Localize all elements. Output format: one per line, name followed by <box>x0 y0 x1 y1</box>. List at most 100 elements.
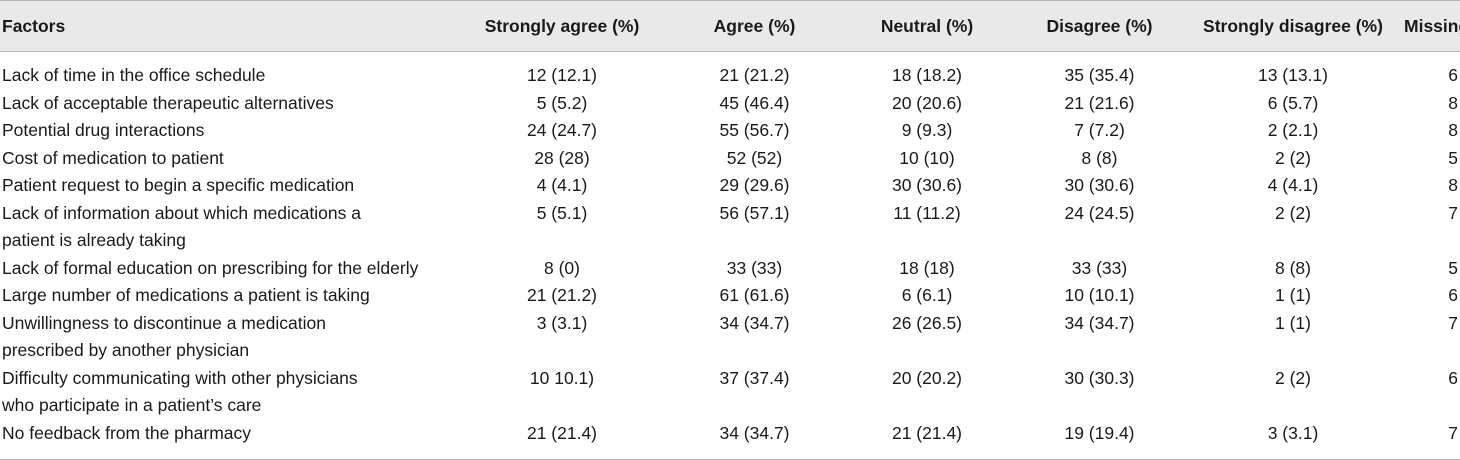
agree-cell: 29 (29.6) <box>719 175 790 195</box>
table-row: Unwillingness to discontinue a medicatio… <box>0 310 1460 365</box>
neutral-cell: 21 (21.4) <box>837 419 1017 460</box>
missing-cell: 7 <box>1448 312 1458 333</box>
neutral-cell: 6 (6.1) <box>901 285 953 305</box>
disagree-cell: 24 (24.5) <box>1064 202 1135 223</box>
table-body: Lack of time in the office schedule 12 (… <box>0 52 1460 460</box>
table-row: Lack of time in the office schedule 12 (… <box>0 52 1460 90</box>
table-row: Difficulty communicating with other phys… <box>0 365 1460 420</box>
disagree-cell: 30 (30.3) <box>1064 367 1135 388</box>
factor-line: prescribed by another physician <box>2 340 250 360</box>
table-row: Potential drug interactions 24 (24.7) 55… <box>0 117 1460 145</box>
agree-cell: 34 (34.7) <box>672 419 837 460</box>
disagree-cell: 8 (8) <box>1081 147 1118 168</box>
strongly-disagree-cell: 2 (2) <box>1275 147 1311 168</box>
factor-cell: Unwillingness to discontinue a medicatio… <box>0 310 452 365</box>
strongly-agree-cell: 5 (5.2) <box>536 92 588 113</box>
table-row: Cost of medication to patient 28 (28) 52… <box>0 145 1460 173</box>
neutral-cell: 18 (18) <box>899 257 955 278</box>
factor-cell: Lack of acceptable therapeutic alternati… <box>2 92 334 113</box>
strongly-disagree-cell: 3 (3.1) <box>1182 419 1404 460</box>
disagree-cell: 35 (35.4) <box>1064 65 1135 85</box>
missing-cell: 5 <box>1448 257 1458 278</box>
missing-cell: 6 <box>1448 285 1458 305</box>
factor-cell: Lack of information about which medicati… <box>0 200 452 255</box>
factor-cell: Cost of medication to patient <box>2 147 224 168</box>
header-missing: Missing <box>1404 0 1460 52</box>
factor-cell: Large number of medications a patient is… <box>2 285 370 305</box>
neutral-cell: 18 (18.2) <box>891 65 963 85</box>
factor-cell: Lack of formal education on prescribing … <box>2 257 419 278</box>
strongly-agree-cell: 24 (24.7) <box>526 120 598 140</box>
strongly-disagree-cell: 2 (2) <box>1275 202 1311 223</box>
factor-cell: No feedback from the pharmacy <box>0 419 452 460</box>
strongly-disagree-cell: 1 (1) <box>1275 312 1311 333</box>
table-row: Lack of formal education on prescribing … <box>0 255 1460 283</box>
strongly-disagree-cell: 2 (2) <box>1275 367 1311 388</box>
header-row: Factors Strongly agree (%) Agree (%) Neu… <box>0 0 1460 52</box>
strongly-agree-cell: 21 (21.4) <box>452 419 672 460</box>
missing-cell: 7 <box>1404 419 1460 460</box>
strongly-disagree-cell: 4 (4.1) <box>1267 175 1319 195</box>
neutral-cell: 20 (20.2) <box>891 367 963 388</box>
disagree-cell: 19 (19.4) <box>1017 419 1182 460</box>
strongly-agree-cell: 4 (4.1) <box>536 175 588 195</box>
neutral-cell: 20 (20.6) <box>891 92 963 113</box>
strongly-disagree-cell: 13 (13.1) <box>1257 65 1329 85</box>
missing-cell: 8 <box>1448 175 1458 195</box>
agree-cell: 21 (21.2) <box>719 65 790 85</box>
factor-cell: Difficulty communicating with other phys… <box>0 365 452 420</box>
strongly-agree-cell: 3 (3.1) <box>536 312 588 333</box>
disagree-cell: 7 (7.2) <box>1074 120 1125 140</box>
table-row: Patient request to begin a specific medi… <box>0 172 1460 200</box>
factor-line: Lack of information about which medicati… <box>2 202 361 223</box>
neutral-cell: 26 (26.5) <box>891 312 963 333</box>
strongly-agree-cell: 8 (0) <box>544 257 580 278</box>
table-row: Lack of information about which medicati… <box>0 200 1460 255</box>
table-row: Large number of medications a patient is… <box>0 282 1460 310</box>
strongly-disagree-cell: 2 (2.1) <box>1267 120 1319 140</box>
disagree-cell: 34 (34.7) <box>1064 312 1135 333</box>
neutral-cell: 9 (9.3) <box>901 120 953 140</box>
table-row: No feedback from the pharmacy 21 (21.4) … <box>0 419 1460 460</box>
header-strongly-disagree: Strongly disagree (%) <box>1182 0 1404 52</box>
disagree-cell: 30 (30.6) <box>1064 175 1135 195</box>
header-strongly-agree: Strongly agree (%) <box>452 0 672 52</box>
strongly-disagree-cell: 8 (8) <box>1275 257 1311 278</box>
agree-cell: 45 (46.4) <box>719 92 790 113</box>
neutral-cell: 30 (30.6) <box>891 175 963 195</box>
disagree-cell: 21 (21.6) <box>1064 92 1135 113</box>
missing-cell: 5 <box>1448 147 1458 168</box>
factor-cell: Potential drug interactions <box>2 120 205 140</box>
agree-cell: 56 (57.1) <box>719 202 790 223</box>
header-neutral: Neutral (%) <box>837 0 1017 52</box>
missing-cell: 6 <box>1448 367 1458 388</box>
factor-line: patient is already taking <box>2 230 186 250</box>
missing-cell: 7 <box>1448 202 1458 223</box>
agree-cell: 34 (34.7) <box>719 312 790 333</box>
strongly-disagree-cell: 1 (1) <box>1275 285 1311 305</box>
disagree-cell: 10 (10.1) <box>1064 285 1135 305</box>
agree-cell: 52 (52) <box>726 147 783 168</box>
strongly-agree-cell: 5 (5.1) <box>536 202 588 223</box>
missing-cell: 8 <box>1448 120 1458 140</box>
missing-cell: 6 <box>1448 65 1458 85</box>
agree-cell: 33 (33) <box>726 257 783 278</box>
agree-cell: 55 (56.7) <box>719 120 790 140</box>
strongly-agree-cell: 12 (12.1) <box>526 65 598 85</box>
disagree-cell: 33 (33) <box>1071 257 1128 278</box>
agree-cell: 37 (37.4) <box>719 367 790 388</box>
table-row: Lack of acceptable therapeutic alternati… <box>0 90 1460 118</box>
strongly-disagree-cell: 6 (5.7) <box>1267 92 1319 113</box>
header-disagree: Disagree (%) <box>1017 0 1182 52</box>
factor-line: Difficulty communicating with other phys… <box>2 367 358 388</box>
strongly-agree-cell: 28 (28) <box>534 147 590 168</box>
missing-cell: 8 <box>1448 92 1458 113</box>
factor-cell: Lack of time in the office schedule <box>2 65 266 85</box>
strongly-agree-cell: 21 (21.2) <box>526 285 598 305</box>
table-header: Factors Strongly agree (%) Agree (%) Neu… <box>0 0 1460 52</box>
agree-cell: 61 (61.6) <box>719 285 790 305</box>
neutral-cell: 11 (11.2) <box>893 202 961 223</box>
factor-line: who participate in a patient’s care <box>2 395 262 415</box>
